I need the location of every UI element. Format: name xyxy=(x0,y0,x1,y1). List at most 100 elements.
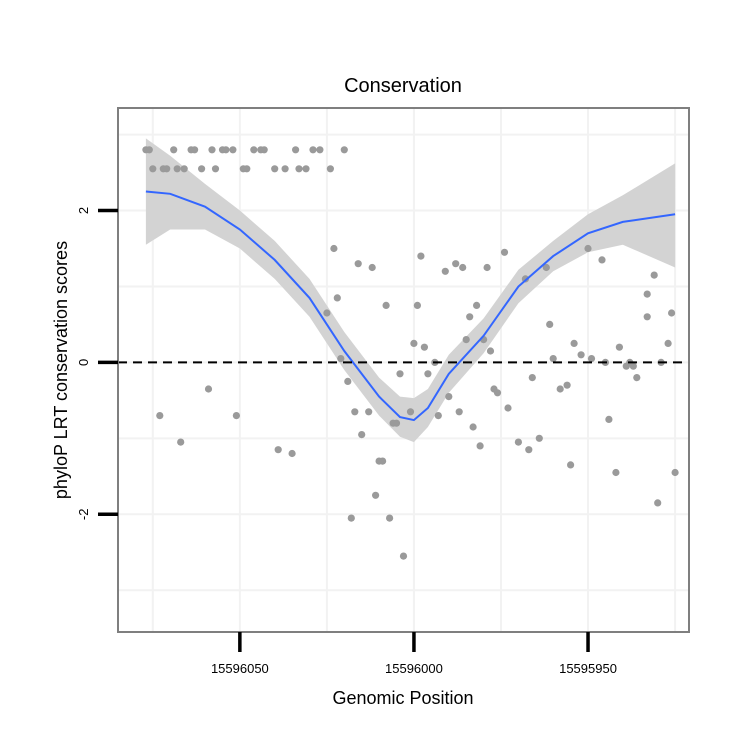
data-point xyxy=(556,385,564,393)
data-point xyxy=(567,461,575,469)
data-point xyxy=(528,374,536,382)
data-point xyxy=(500,248,509,256)
data-point xyxy=(177,438,185,446)
data-point xyxy=(587,355,596,363)
data-point xyxy=(469,423,477,431)
data-point xyxy=(351,408,359,416)
y-tick-label: 2 xyxy=(76,207,91,214)
data-point xyxy=(323,309,331,317)
data-point xyxy=(549,355,557,363)
data-point xyxy=(145,146,153,154)
smooth-line-layer xyxy=(145,190,676,422)
data-point xyxy=(386,514,394,522)
data-point xyxy=(584,244,592,253)
data-point xyxy=(229,146,237,154)
data-point xyxy=(504,404,512,412)
x-tick-label: 15596000 xyxy=(385,661,443,676)
data-point xyxy=(473,301,481,309)
data-point xyxy=(466,313,474,321)
data-point xyxy=(445,393,453,401)
data-point xyxy=(598,256,606,264)
data-point xyxy=(542,263,550,272)
data-point xyxy=(462,336,470,344)
data-point xyxy=(605,415,613,423)
data-point xyxy=(490,385,498,393)
data-point xyxy=(399,552,408,560)
data-point xyxy=(455,408,463,416)
data-point xyxy=(664,339,672,347)
confidence-band xyxy=(145,138,676,443)
data-point xyxy=(149,165,157,173)
data-point xyxy=(271,165,279,173)
data-point xyxy=(368,263,376,272)
data-point xyxy=(410,339,418,347)
data-point xyxy=(476,442,484,450)
y-tick-label: -2 xyxy=(76,509,91,521)
data-point xyxy=(340,146,348,154)
points-layer xyxy=(142,146,679,560)
data-point xyxy=(612,468,620,477)
data-point xyxy=(156,412,164,420)
data-point xyxy=(354,260,362,268)
data-point xyxy=(406,408,415,416)
x-tick-label: 15596050 xyxy=(211,661,269,676)
data-point xyxy=(563,381,571,389)
data-point xyxy=(375,457,383,465)
data-point xyxy=(372,491,380,499)
x-axis-label: Genomic Position xyxy=(332,688,473,708)
chart-title: Conservation xyxy=(344,75,462,97)
data-point xyxy=(309,146,317,154)
data-point xyxy=(417,252,425,260)
data-point xyxy=(483,263,491,272)
data-point xyxy=(650,271,658,279)
data-point xyxy=(257,146,265,154)
data-point xyxy=(302,165,310,173)
confidence-band-layer xyxy=(145,138,676,443)
y-axis-label: phyloP LRT conservation scores xyxy=(51,241,71,499)
data-point xyxy=(204,385,213,393)
data-point xyxy=(615,343,624,351)
data-point xyxy=(232,412,240,420)
axis-layer: 15596050 15596000 15595950 -2 0 2 xyxy=(76,207,617,676)
data-point xyxy=(211,165,220,173)
data-point xyxy=(292,146,300,154)
data-point xyxy=(633,374,641,382)
data-point xyxy=(295,165,303,173)
data-point xyxy=(281,165,289,173)
x-tick-label: 15595950 xyxy=(559,661,617,676)
data-point xyxy=(222,146,230,154)
data-point xyxy=(316,146,324,154)
data-point xyxy=(486,347,495,355)
data-point xyxy=(243,165,251,173)
loess-line xyxy=(145,190,676,422)
data-point xyxy=(344,377,352,385)
data-point xyxy=(173,165,181,173)
data-point xyxy=(208,146,216,154)
data-point xyxy=(668,309,676,317)
data-point xyxy=(570,339,578,347)
data-point xyxy=(434,412,442,420)
data-point xyxy=(330,244,338,253)
data-point xyxy=(514,438,523,446)
data-point xyxy=(337,355,345,363)
data-point xyxy=(274,446,282,454)
data-point xyxy=(170,146,178,154)
data-point xyxy=(358,431,366,439)
data-point xyxy=(333,294,341,302)
data-point xyxy=(180,165,188,173)
data-point xyxy=(535,434,543,442)
data-point xyxy=(424,370,432,378)
data-point xyxy=(654,499,662,507)
data-point xyxy=(365,408,373,416)
data-point xyxy=(420,343,428,351)
data-point xyxy=(198,165,206,173)
data-point xyxy=(459,263,467,272)
data-point xyxy=(546,320,554,328)
data-point xyxy=(643,290,651,298)
data-point xyxy=(441,267,449,275)
data-point xyxy=(347,514,355,522)
data-point xyxy=(671,468,679,477)
data-point xyxy=(643,313,651,321)
data-point xyxy=(191,146,199,154)
data-point xyxy=(326,165,334,173)
